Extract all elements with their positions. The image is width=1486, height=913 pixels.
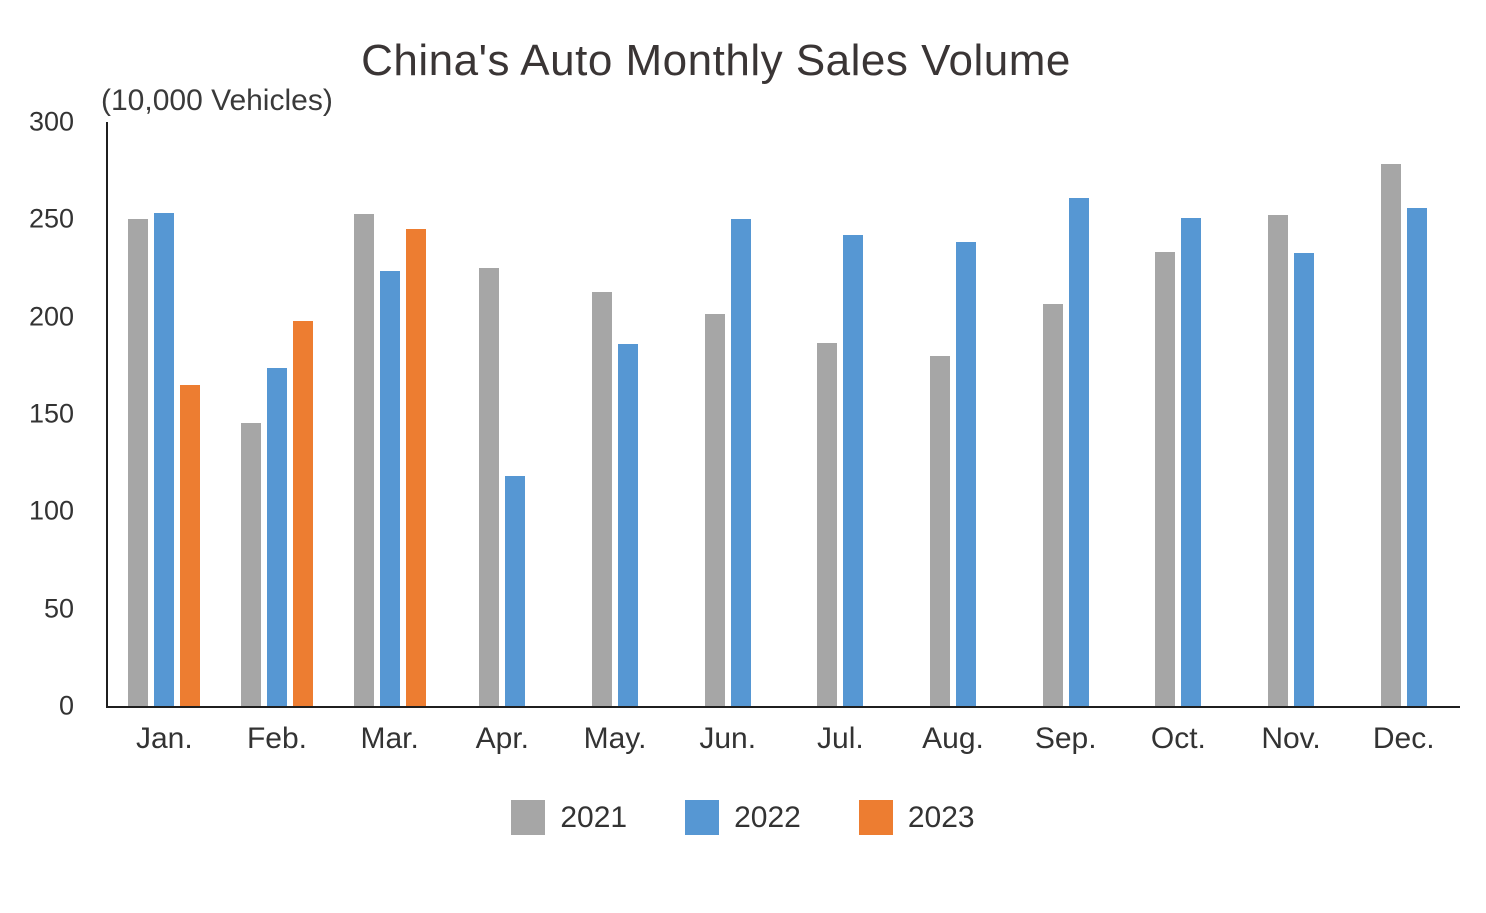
category-apr: Apr. <box>446 122 559 755</box>
legend-entry-2023: 2023 <box>858 800 975 835</box>
bar-2022-apr <box>505 476 526 706</box>
bar-2021-aug <box>930 355 951 706</box>
category-aug: Aug. <box>897 122 1010 755</box>
category-jun: Jun. <box>671 122 784 755</box>
y-axis-unit-label: (10,000 Vehicles) <box>101 84 333 117</box>
bar-2021-nov <box>1268 215 1289 706</box>
x-axis-label-mar: Mar. <box>360 722 419 755</box>
category-feb: Feb. <box>221 122 334 755</box>
x-axis-label-may: May. <box>583 722 647 755</box>
bar-2022-mar <box>379 271 400 706</box>
bar-2022-may <box>618 343 639 706</box>
legend-label-2023: 2023 <box>907 800 975 834</box>
bar-2023-feb <box>293 321 313 706</box>
bar-2022-aug <box>956 242 977 706</box>
x-axis-label-jul: Jul. <box>817 722 864 755</box>
x-axis-label-sep: Sep. <box>1034 722 1097 755</box>
x-axis-label-aug: Aug. <box>922 722 984 755</box>
bar-2021-oct <box>1155 251 1176 706</box>
x-axis-label-jan: Jan. <box>135 722 193 755</box>
bar-2023-jan <box>180 385 201 706</box>
bar-2021-jan <box>128 218 149 706</box>
bar-2021-mar <box>353 214 374 706</box>
x-axis-label-feb: Feb. <box>246 722 308 755</box>
legend: 2021 2022 2023 <box>0 800 1486 835</box>
legend-swatch-2023 <box>858 800 893 835</box>
y-axis-tick-150: 150 <box>28 398 74 429</box>
bar-2022-jul <box>843 234 864 706</box>
category-jan: Jan. <box>108 122 221 755</box>
bar-2022-sep <box>1068 197 1089 706</box>
category-jul: Jul. <box>784 122 897 755</box>
bar-2021-jun <box>704 313 725 706</box>
chart-title: China's Auto Monthly Sales Volume <box>361 36 1071 85</box>
legend-label-2022: 2022 <box>734 800 801 834</box>
x-axis-label-apr: Apr. <box>475 722 530 755</box>
category-nov: Nov. <box>1235 122 1348 755</box>
plot-area: Jan. Feb. Mar. Apr. May. Jun. Jul. Aug. Sep. Oct.… <box>106 122 1460 755</box>
bar-2022-jan <box>154 213 175 706</box>
x-axis-label-oct: Oct. <box>1150 722 1206 755</box>
bar-2022-oct <box>1181 218 1202 706</box>
bar-2022-feb <box>267 367 287 706</box>
y-axis: 0 50 100 150 200 250 300 <box>0 108 74 719</box>
x-axis-label-nov: Nov. <box>1261 722 1321 755</box>
y-axis-tick-250: 250 <box>28 203 74 234</box>
bar-2021-apr <box>479 267 500 706</box>
bar-2023-mar <box>405 228 426 706</box>
x-axis-label-dec: Dec. <box>1372 722 1435 755</box>
legend-swatch-2021 <box>511 800 546 835</box>
bar-2021-dec <box>1380 163 1401 706</box>
category-dec: Dec. <box>1347 122 1460 755</box>
bar-2021-jul <box>817 343 838 706</box>
category-mar: Mar. <box>333 122 446 755</box>
legend-entry-2021: 2021 <box>511 800 627 835</box>
y-axis-tick-0: 0 <box>58 690 74 721</box>
y-axis-tick-100: 100 <box>28 495 74 526</box>
category-sep: Sep. <box>1009 122 1122 755</box>
bar-2021-sep <box>1042 303 1063 706</box>
x-axis-label-jun: Jun. <box>699 722 757 755</box>
bar-2022-dec <box>1406 208 1427 706</box>
category-may: May. <box>559 122 672 755</box>
bar-2021-may <box>592 291 613 706</box>
bar-2022-jun <box>730 218 751 706</box>
legend-label-2021: 2021 <box>560 800 628 834</box>
legend-entry-2022: 2022 <box>685 800 801 835</box>
bar-2021-feb <box>241 422 261 706</box>
y-axis-tick-50: 50 <box>43 593 74 624</box>
y-axis-tick-200: 200 <box>28 301 74 332</box>
category-oct: Oct. <box>1122 122 1235 755</box>
bar-2022-nov <box>1294 252 1315 706</box>
y-axis-tick-300: 300 <box>28 106 74 137</box>
legend-swatch-2022 <box>685 800 720 835</box>
